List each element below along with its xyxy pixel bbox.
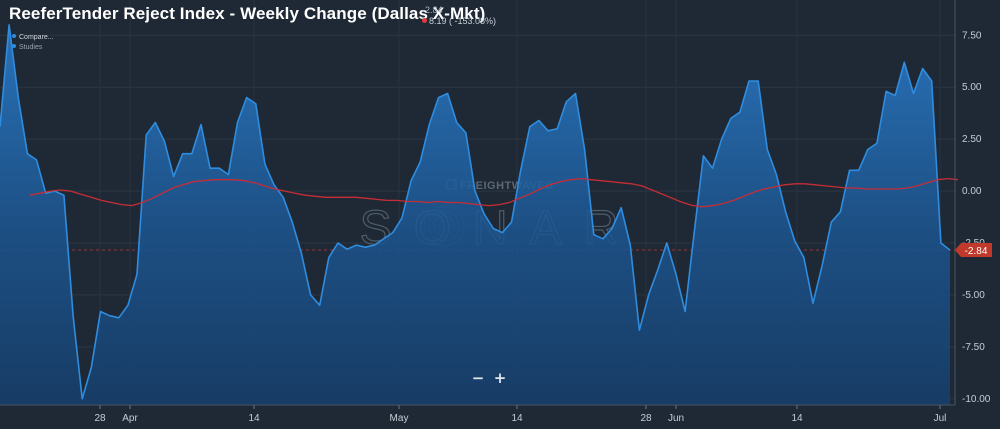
- series-swatch-icon: [12, 34, 16, 38]
- x-axis: 28 Apr 14 May 14 28 Jun 14 Jul: [0, 0, 956, 424]
- zoom-out-button[interactable]: −: [471, 369, 485, 387]
- change-dot-icon: [422, 18, 427, 23]
- y-tick-label: 7.50: [962, 30, 982, 41]
- y-tick-label: 5.00: [962, 82, 982, 93]
- y-tick-label: 2.50: [962, 134, 982, 145]
- last-value-badge: [955, 243, 992, 258]
- x-tick-label: Apr: [122, 413, 138, 424]
- x-tick-label: Jun: [668, 413, 684, 424]
- readout-value: -2.84: [422, 5, 443, 15]
- x-tick-label: 14: [791, 413, 803, 424]
- x-tick-label: 28: [640, 413, 652, 424]
- readout-change-row: 8.19 ( -153.08%): [422, 16, 496, 27]
- y-tick-label: -10.00: [962, 394, 991, 405]
- x-tick-label: May: [390, 413, 409, 424]
- moving-average-line[interactable]: [29, 177, 959, 208]
- series-area-fill: [0, 24, 950, 406]
- x-tick-label: 14: [248, 413, 260, 424]
- y-tick-label: 0.00: [962, 186, 982, 197]
- legend: Compare... Studies: [12, 33, 54, 53]
- chart-title: ReeferTender Reject Index - Weekly Chang…: [9, 4, 486, 23]
- zoom-in-button[interactable]: +: [493, 369, 507, 387]
- plot-area[interactable]: [0, 24, 959, 406]
- studies-swatch-icon: [12, 44, 16, 48]
- x-tick-label: 14: [511, 413, 523, 424]
- value-readout: -2.84 8.19 ( -153.08%): [422, 5, 496, 27]
- compare-item[interactable]: Compare...: [12, 33, 54, 43]
- y-axis: 7.505.002.500.00-2.50-5.00-7.50-10.00-2.…: [955, 30, 992, 405]
- series-line[interactable]: [0, 24, 951, 400]
- studies-item[interactable]: Studies: [12, 43, 54, 53]
- x-tick-label: 28: [94, 413, 106, 424]
- readout-change: 8.19 ( -153.08%): [429, 16, 497, 26]
- y-tick-label: -7.50: [962, 342, 985, 353]
- x-tick-label: Jul: [934, 413, 947, 424]
- studies-label: Studies: [19, 44, 43, 51]
- y-tick-label: -5.00: [962, 290, 985, 301]
- compare-label: Compare...: [19, 34, 54, 41]
- last-value-badge-label: -2.84: [965, 246, 988, 257]
